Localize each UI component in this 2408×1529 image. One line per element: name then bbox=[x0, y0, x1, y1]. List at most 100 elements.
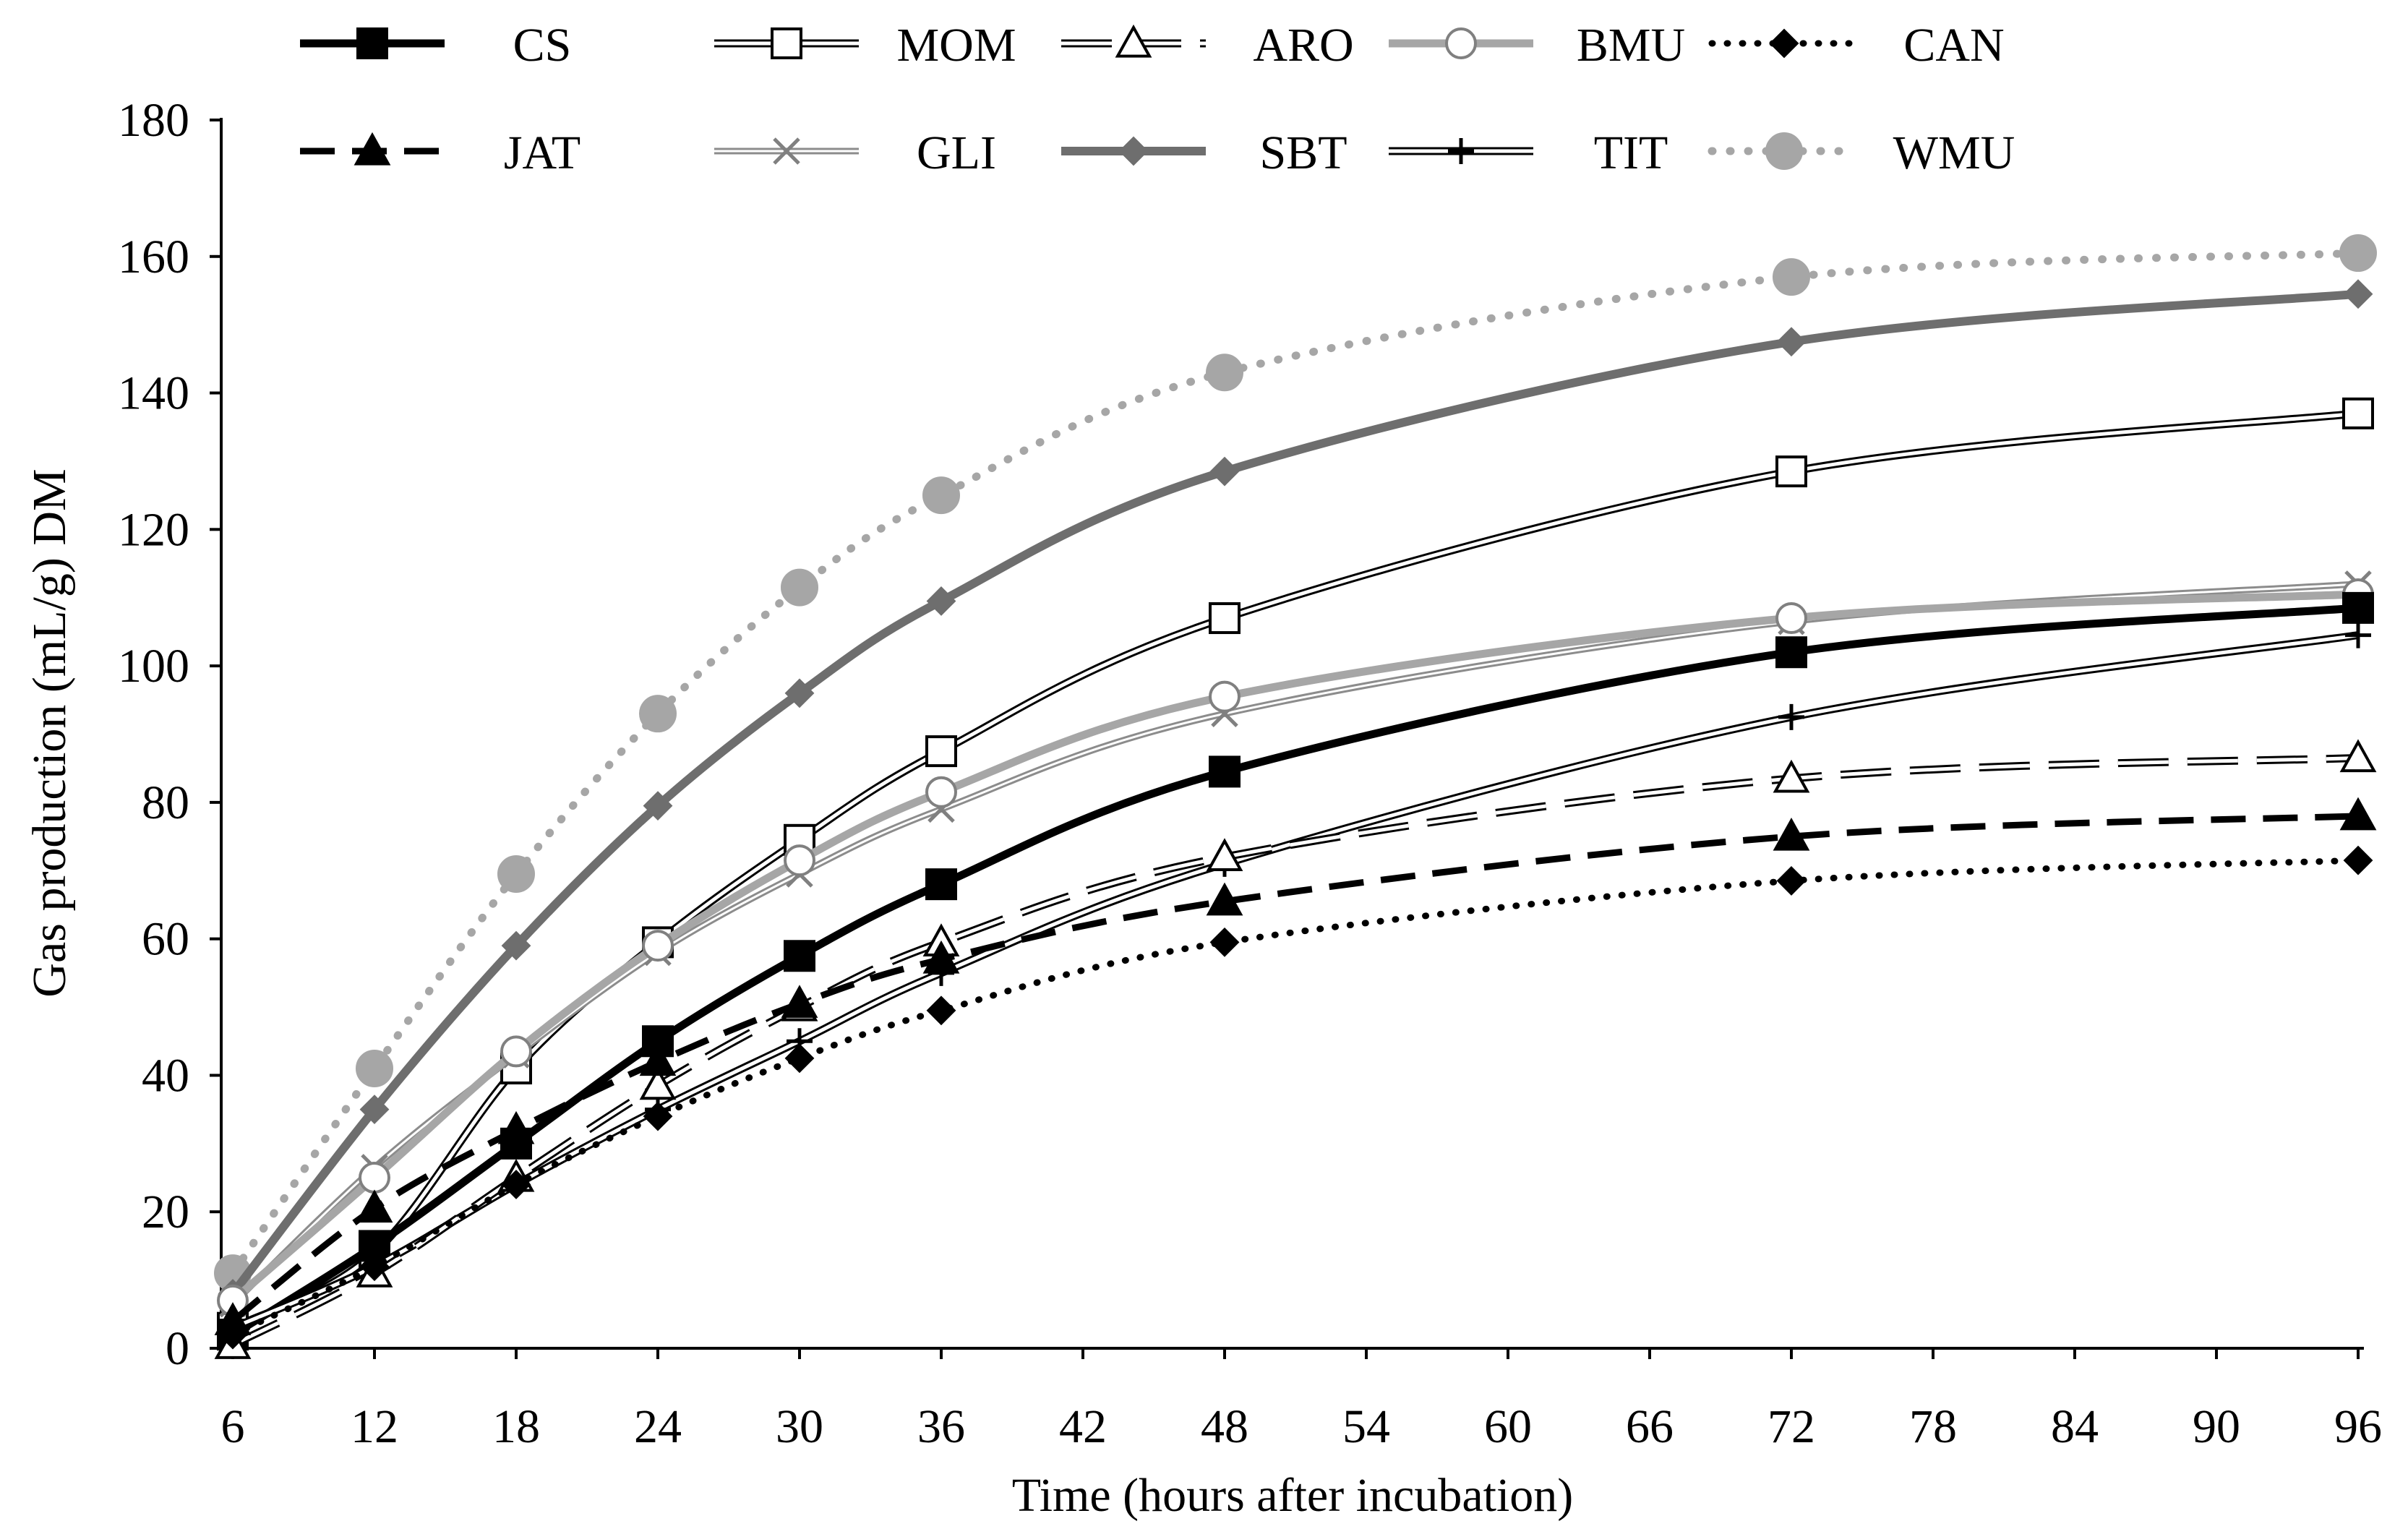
data-point-wmu bbox=[781, 568, 818, 607]
series-line-sbt bbox=[229, 289, 2359, 1297]
legend-label-mom: MOM bbox=[896, 19, 1016, 72]
data-point-sbt bbox=[2343, 279, 2373, 309]
series-aro bbox=[214, 739, 2377, 1359]
legend-marker-wmu bbox=[1765, 132, 1803, 170]
x-tick-label: 12 bbox=[351, 1400, 398, 1453]
data-point-mom bbox=[2342, 397, 2374, 429]
series-line-gli-inner bbox=[231, 583, 2359, 1305]
data-point-wmu bbox=[2339, 234, 2377, 273]
legend-marker-mom bbox=[771, 27, 802, 59]
legend-marker-jat bbox=[354, 132, 391, 166]
legend-item-mom: MOM bbox=[714, 19, 1016, 72]
data-point-tit bbox=[2345, 622, 2371, 648]
data-point-jat bbox=[497, 1110, 535, 1144]
series-line-tit bbox=[231, 631, 2359, 1332]
data-point-sbt bbox=[926, 586, 956, 616]
data-point-bmu bbox=[784, 844, 815, 877]
data-point-bmu bbox=[1775, 602, 1807, 635]
data-point-jat bbox=[922, 940, 960, 974]
data-point-wmu bbox=[639, 695, 677, 733]
data-point-jat bbox=[356, 1189, 393, 1223]
series-line-can bbox=[229, 857, 2362, 1338]
x-tick-label: 60 bbox=[1484, 1400, 1532, 1453]
legend-item-bmu: BMU bbox=[1389, 19, 1685, 72]
x-tick-label: 30 bbox=[776, 1400, 823, 1453]
x-tick-label: 18 bbox=[492, 1400, 540, 1453]
data-point-wmu bbox=[1773, 258, 1810, 296]
data-point-can bbox=[1209, 927, 1240, 957]
data-point-bmu bbox=[500, 1035, 532, 1068]
series-cs bbox=[217, 591, 2374, 1351]
data-point-aro bbox=[1773, 759, 1810, 793]
legend-item-jat: JAT bbox=[300, 127, 580, 179]
data-point-sbt bbox=[501, 930, 531, 961]
data-point-can bbox=[501, 1170, 531, 1199]
data-point-jat bbox=[1773, 817, 1810, 851]
x-tick-label: 42 bbox=[1059, 1400, 1107, 1453]
data-point-mom bbox=[1209, 602, 1241, 635]
x-tick-label: 96 bbox=[2334, 1400, 2382, 1453]
series-line-aro bbox=[231, 754, 2359, 1349]
series-jat bbox=[214, 797, 2377, 1335]
y-tick-label: 60 bbox=[142, 913, 189, 966]
legend-label-sbt: SBT bbox=[1259, 127, 1347, 179]
data-point-wmu bbox=[497, 855, 535, 893]
y-tick-label: 160 bbox=[118, 231, 189, 283]
legend-marker-cs bbox=[356, 27, 388, 59]
y-tick-label: 0 bbox=[166, 1322, 189, 1375]
y-axis-title: Gas production (mL/g) DM bbox=[23, 468, 76, 997]
data-point-cs bbox=[1209, 755, 1241, 788]
series-line-aro-inner bbox=[231, 756, 2359, 1347]
x-tick-label: 78 bbox=[1909, 1400, 1957, 1453]
series-line-mom-inner bbox=[231, 411, 2359, 1329]
series-line-jat bbox=[231, 813, 2359, 1324]
y-tick-label: 140 bbox=[118, 367, 189, 420]
series-tit bbox=[220, 622, 2371, 1341]
x-tick-label: 6 bbox=[221, 1400, 245, 1453]
data-point-cs bbox=[2342, 591, 2374, 624]
data-point-sbt bbox=[1209, 456, 1240, 487]
data-point-bmu bbox=[1209, 680, 1241, 713]
series-can bbox=[218, 845, 2373, 1350]
legend-item-can: CAN bbox=[1708, 19, 2005, 72]
data-point-can bbox=[2343, 845, 2373, 875]
data-point-sbt bbox=[643, 791, 673, 821]
data-point-cs bbox=[784, 940, 815, 972]
series-bmu bbox=[217, 578, 2374, 1316]
series-line-cs bbox=[231, 604, 2359, 1338]
legend-item-cs: CS bbox=[300, 19, 571, 72]
legend-marker-tit bbox=[1448, 138, 1474, 164]
y-tick-label: 100 bbox=[118, 640, 189, 693]
legend-label-tit: TIT bbox=[1594, 127, 1668, 179]
legend-label-jat: JAT bbox=[504, 127, 580, 179]
data-point-mom bbox=[1775, 455, 1807, 488]
data-point-bmu bbox=[925, 776, 957, 808]
data-point-can bbox=[926, 995, 956, 1026]
legend-item-sbt: SBT bbox=[1061, 127, 1347, 179]
axes bbox=[220, 118, 2364, 1350]
data-point-wmu bbox=[356, 1050, 393, 1088]
data-point-wmu bbox=[1206, 354, 1243, 392]
data-point-cs bbox=[925, 868, 957, 901]
x-tick-label: 66 bbox=[1626, 1400, 1674, 1453]
data-point-jat bbox=[781, 985, 818, 1018]
legend-item-gli: GLI bbox=[714, 127, 996, 179]
legend-marker-sbt bbox=[1118, 136, 1149, 166]
x-tick-label: 36 bbox=[917, 1400, 965, 1453]
y-ticks: 0 20 40 60 80 100 120 140 160 180 bbox=[118, 94, 221, 1375]
data-point-bmu bbox=[642, 930, 674, 962]
data-point-jat bbox=[1206, 882, 1243, 916]
y-tick-label: 40 bbox=[142, 1049, 189, 1102]
data-point-can bbox=[218, 1319, 248, 1350]
data-point-sbt bbox=[359, 1095, 390, 1125]
x-tick-label: 48 bbox=[1201, 1400, 1248, 1453]
series-line-gli bbox=[230, 581, 2359, 1306]
x-tick-label: 24 bbox=[634, 1400, 682, 1453]
data-point-can bbox=[784, 1043, 815, 1074]
legend: CS MOM ARO BMU CAN JAT GLI SBT TIT WMU bbox=[300, 19, 2015, 179]
legend-label-cs: CS bbox=[513, 19, 572, 72]
data-point-tit bbox=[1778, 703, 1804, 730]
x-tick-label: 84 bbox=[2051, 1400, 2099, 1453]
legend-item-tit: TIT bbox=[1389, 127, 1668, 179]
data-point-can bbox=[359, 1251, 390, 1282]
